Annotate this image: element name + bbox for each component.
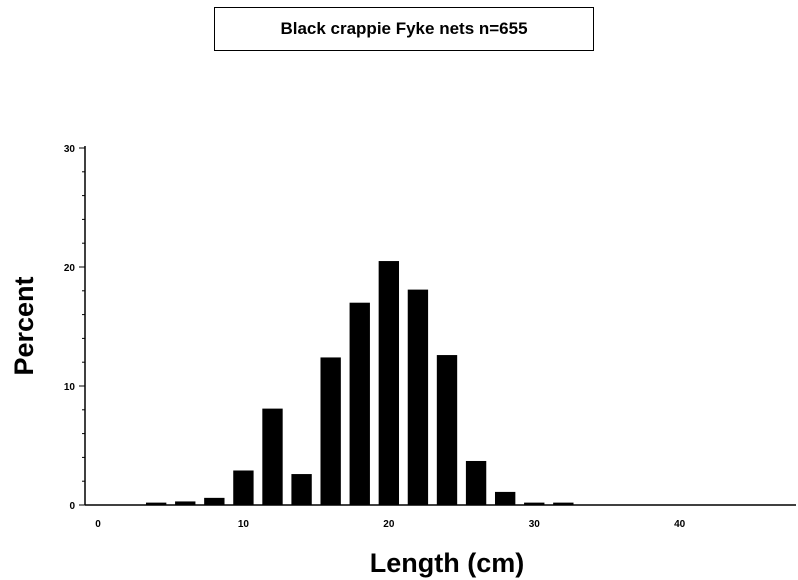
bar-18 — [349, 302, 370, 505]
bar-20 — [378, 261, 400, 505]
y-tick-label-30: 30 — [64, 144, 76, 155]
y-tick-label-20: 20 — [64, 263, 76, 274]
bar-30 — [524, 502, 545, 505]
bar-12 — [262, 408, 283, 505]
bar-14 — [291, 474, 312, 505]
bar-4 — [145, 502, 167, 505]
y-axis-title: Percent — [9, 276, 39, 375]
x-tick-label-40: 40 — [674, 519, 686, 530]
bar-6 — [175, 501, 196, 505]
tick-labels: 0 10 20 30 0 10 20 30 40 — [64, 144, 686, 530]
bar-16 — [320, 357, 341, 505]
bar-8 — [204, 497, 225, 505]
x-tick-label-0: 0 — [95, 519, 101, 530]
x-tick-label-10: 10 — [238, 519, 250, 530]
x-tick-label-20: 20 — [383, 519, 395, 530]
bar-32 — [553, 502, 574, 505]
bar-22 — [407, 289, 429, 505]
y-tick-label-10: 10 — [64, 382, 76, 393]
bar-24 — [436, 355, 458, 505]
bar-group — [145, 261, 574, 505]
axes — [79, 146, 796, 506]
chart-title: Black crappie Fyke nets n=655 — [214, 7, 594, 51]
x-tick-label-30: 30 — [529, 519, 541, 530]
x-axis-title: Length (cm) — [370, 548, 525, 578]
bar-28 — [494, 491, 516, 505]
y-tick-label-0: 0 — [69, 501, 75, 512]
bar-10 — [233, 470, 254, 505]
bar-26 — [465, 460, 487, 505]
